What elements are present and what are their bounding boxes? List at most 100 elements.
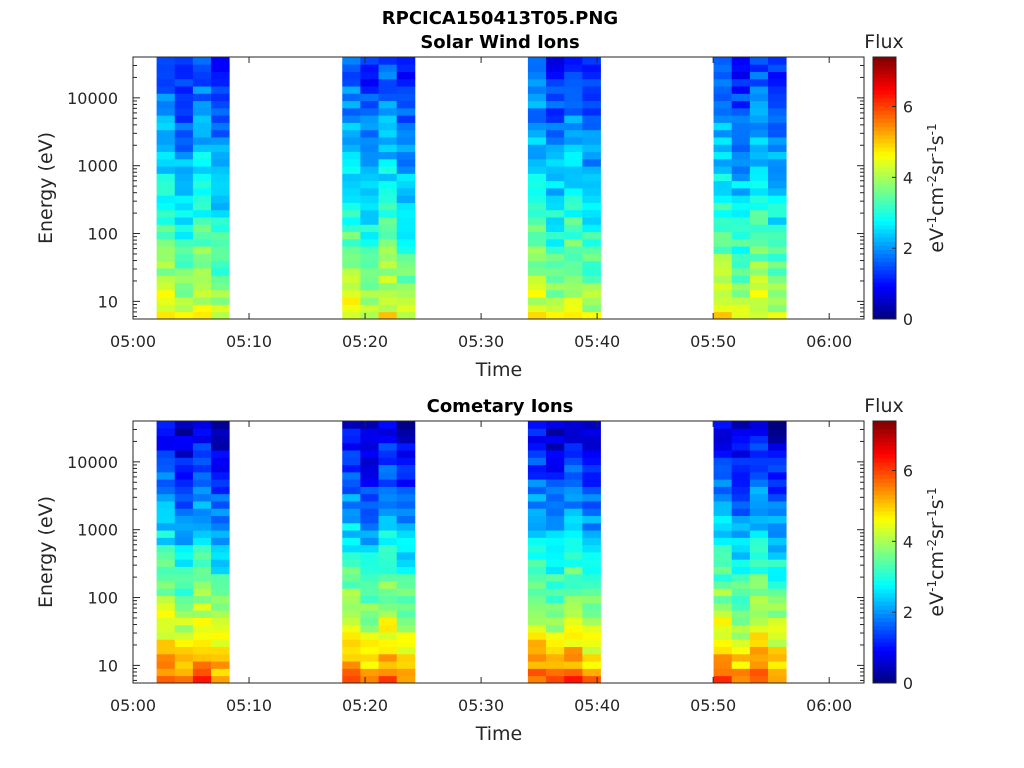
heatmap-cell [527,122,547,131]
colorbar-segment [873,547,896,553]
heatmap-cell [360,559,379,567]
heatmap-cell [582,224,601,233]
colorbar: Flux eV-1cm-2sr-1s-1 0 2 4 6 [864,395,948,693]
heatmap-cell [582,202,601,211]
heatmap-cell [378,224,398,233]
heatmap-cell [731,100,751,109]
heatmap-cell [360,646,379,655]
colorbar-segment [873,310,896,316]
heatmap-cell [527,289,547,298]
heatmap-cell [564,486,583,495]
heatmap-cell [396,522,416,531]
heatmap-cell [582,238,601,247]
heatmap-cell [360,217,379,225]
heatmap-cell [749,675,769,684]
heatmap-cell [731,515,751,524]
heatmap-cell [564,559,583,567]
heatmap-cell [378,442,398,451]
heatmap-cell [192,260,212,269]
heatmap-cell [396,173,416,182]
colorbar-segment [873,183,896,189]
heatmap-cell [582,289,601,298]
heatmap-cell [564,297,583,305]
colorbar-segment [873,257,896,263]
heatmap-cell [527,173,547,182]
colorbar-segment [873,265,896,271]
heatmap-cell [564,268,583,276]
heatmap-cell [378,428,398,436]
heatmap-cell [192,246,212,254]
heatmap-cell [360,238,379,247]
heatmap-cell [174,581,194,589]
heatmap-cell [211,158,230,167]
heatmap-cell [156,653,176,662]
heatmap-cell [582,57,601,65]
heatmap-cell [342,224,361,233]
heatmap-cell [546,57,565,65]
colorbar-segment [873,658,896,664]
heatmap-cell [582,297,601,305]
heatmap-cells [156,57,787,320]
colorbar-segment [873,155,896,160]
heatmap-cell [564,188,583,196]
x-tick-label: 05:30 [458,696,504,715]
heatmap-cell [527,297,547,305]
heatmap-cell [211,78,230,87]
colorbar-title: Flux [864,395,904,417]
heatmap-cell [174,471,194,480]
heatmap-cell [546,522,565,531]
colorbar-segment [873,151,896,156]
heatmap-cell [360,486,379,495]
colorbar-segment [873,678,896,684]
heatmap-cell [174,530,194,538]
heatmap-cell [378,275,398,284]
heatmap-cell [360,71,379,80]
heatmap-cell [174,304,194,313]
heatmap-cell [713,581,733,589]
heatmap-cell [768,639,787,648]
colorbar-segment [873,224,896,230]
heatmap-cell [713,544,733,553]
heatmap-cell [192,231,212,240]
heatmap-cell [192,537,212,546]
heatmap-cell [713,231,733,240]
heatmap-cell [768,166,787,174]
heatmap-cell [342,588,361,597]
colorbar-segment [873,65,896,70]
heatmap-cell [749,78,769,87]
heatmap-cell [378,552,398,560]
colorbar-segment [873,515,896,520]
heatmap-cell [211,289,230,298]
heatmap-cell [211,442,230,451]
heatmap-cell [342,107,361,116]
colorbar-segment [873,421,896,426]
heatmap-cell [582,86,601,94]
heatmap-cell [564,632,583,640]
colorbar-segment [873,286,896,291]
heatmap-cell [749,471,769,480]
heatmap-cell [527,610,547,618]
colorbar-tick-label: 6 [903,462,913,481]
heatmap-cell [378,559,398,567]
heatmap-cell [731,260,751,269]
heatmap-cell [546,559,565,567]
heatmap-cell [342,57,361,65]
heatmap-cell [749,195,769,203]
colorbar-segment [873,498,896,504]
heatmap-cell [360,129,379,138]
heatmap-cell [342,617,361,626]
heatmap-cell [768,559,787,567]
heatmap-cell [192,93,212,102]
heatmap-cell [564,253,583,262]
heatmap-cell [396,238,416,247]
heatmap-cell [582,588,601,597]
heatmap-cell [768,675,787,684]
panel-solar-wind-ions: Solar Wind Ions 05:00 05:10 05:20 05:30 05:4… [35,31,948,381]
heatmap-cell [396,530,416,538]
heatmap-cell [156,78,176,87]
heatmap-cell [156,610,176,618]
heatmap-cell [564,421,583,429]
heatmap-cell [378,515,398,524]
heatmap-cell [396,268,416,276]
heatmap-cell [546,442,565,451]
